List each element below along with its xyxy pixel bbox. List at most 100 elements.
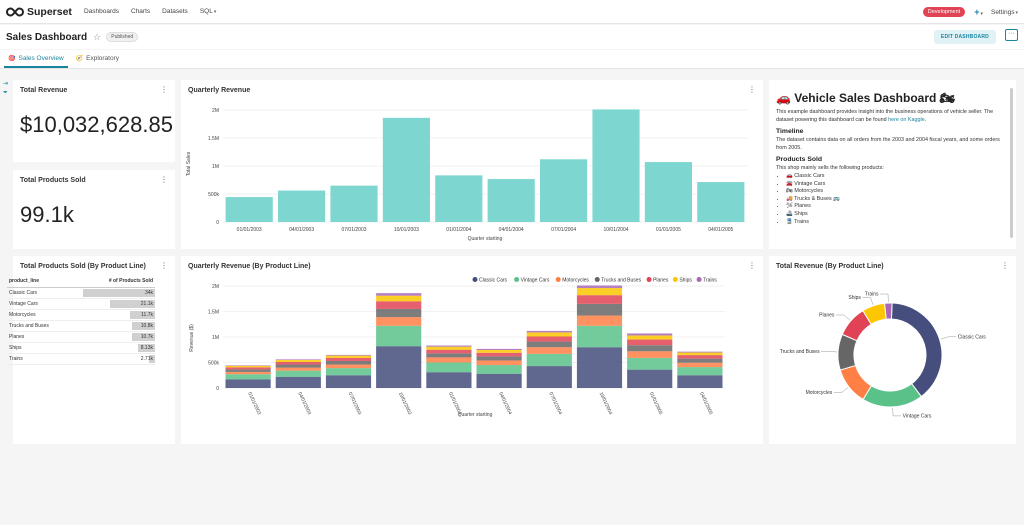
bar-segment[interactable] xyxy=(576,325,623,348)
bar-segment[interactable] xyxy=(225,369,271,372)
bar-segment[interactable] xyxy=(677,352,723,356)
bar-segment[interactable] xyxy=(476,350,522,353)
legend-label[interactable]: Trucks and Buses xyxy=(601,277,641,283)
bar-segment[interactable] xyxy=(526,366,572,388)
bar-segment[interactable] xyxy=(376,308,422,318)
bar-segment[interactable] xyxy=(576,347,623,388)
bar[interactable] xyxy=(644,162,692,222)
legend-label[interactable]: Ships xyxy=(679,277,692,283)
bar-segment[interactable] xyxy=(526,341,572,348)
bar-segment[interactable] xyxy=(677,362,723,368)
bar-segment[interactable] xyxy=(426,357,472,363)
settings-menu[interactable]: Settings▾ xyxy=(991,9,1018,16)
filter-icon[interactable]: ⏷ xyxy=(3,90,8,96)
bar[interactable] xyxy=(540,159,588,222)
bar-segment[interactable] xyxy=(325,375,372,388)
favorite-star-icon[interactable]: ☆ xyxy=(93,31,102,42)
bar-segment[interactable] xyxy=(677,375,723,388)
bar-segment[interactable] xyxy=(225,379,271,388)
bar-segment[interactable] xyxy=(426,372,472,388)
column-header-product-line[interactable]: product_line xyxy=(7,276,83,288)
legend-label[interactable]: Motorcycles xyxy=(562,277,589,283)
bar-segment[interactable] xyxy=(325,357,372,361)
bar-segment[interactable] xyxy=(627,339,673,346)
bar-segment[interactable] xyxy=(476,352,522,357)
legend-marker[interactable] xyxy=(672,277,678,282)
column-header-products-sold[interactable]: # of Products Sold xyxy=(83,276,155,288)
bar-segment[interactable] xyxy=(526,336,572,342)
table-row[interactable]: Vintage Cars 21.1k xyxy=(7,298,155,310)
bar-segment[interactable] xyxy=(476,373,522,388)
bar-segment[interactable] xyxy=(627,345,673,352)
bar[interactable] xyxy=(382,117,430,222)
bar-segment[interactable] xyxy=(376,301,422,309)
bar-segment[interactable] xyxy=(275,370,321,377)
bar-segment[interactable] xyxy=(325,355,372,358)
pie-slice[interactable] xyxy=(890,302,943,398)
published-badge[interactable]: Published xyxy=(106,32,139,42)
bar-segment[interactable] xyxy=(376,295,422,302)
bar-segment[interactable] xyxy=(426,349,472,354)
bar-segment[interactable] xyxy=(576,315,623,326)
legend-label[interactable]: Vintage Cars xyxy=(521,277,550,283)
pie-slice[interactable] xyxy=(862,383,923,408)
bar-segment[interactable] xyxy=(526,332,572,337)
bar-segment[interactable] xyxy=(526,330,572,333)
bar-segment[interactable] xyxy=(225,367,271,370)
nav-dashboards[interactable]: Dashboards xyxy=(83,8,119,15)
tab-sales-overview[interactable]: 🎯 Sales Overview xyxy=(4,55,68,68)
legend-label[interactable]: Planes xyxy=(653,277,669,283)
bar[interactable] xyxy=(278,190,326,222)
bar-segment[interactable] xyxy=(576,303,623,316)
bar-segment[interactable] xyxy=(275,376,321,388)
tab-exploratory[interactable]: 🧭 Exploratory xyxy=(72,55,123,68)
bar-segment[interactable] xyxy=(275,359,321,360)
table-row[interactable]: Trucks and Buses 10.8k xyxy=(7,320,155,332)
bar-segment[interactable] xyxy=(627,333,673,336)
bar-segment[interactable] xyxy=(476,356,522,361)
bar-segment[interactable] xyxy=(376,317,422,326)
legend-marker[interactable] xyxy=(696,277,702,282)
more-vertical-icon[interactable]: ⋮ xyxy=(160,85,168,94)
bar[interactable] xyxy=(592,109,640,222)
bar-segment[interactable] xyxy=(376,293,422,296)
bar-segment[interactable] xyxy=(526,347,572,354)
table-row[interactable]: Motorcycles 11.7k xyxy=(7,309,155,321)
legend-marker[interactable] xyxy=(594,277,600,282)
more-vertical-icon[interactable]: ⋮ xyxy=(748,261,756,270)
bar-segment[interactable] xyxy=(627,351,673,358)
more-vertical-icon[interactable]: ⋮ xyxy=(160,261,168,270)
bar-segment[interactable] xyxy=(677,355,723,359)
legend-label[interactable]: Trains xyxy=(703,277,717,283)
bar-segment[interactable] xyxy=(426,353,472,358)
bar-segment[interactable] xyxy=(476,360,522,366)
bar-segment[interactable] xyxy=(376,325,422,347)
legend-marker[interactable] xyxy=(472,277,478,282)
kaggle-link[interactable]: here on Kaggle xyxy=(888,116,925,123)
nav-datasets[interactable]: Datasets xyxy=(162,8,188,15)
bar-segment[interactable] xyxy=(225,374,271,380)
bar-segment[interactable] xyxy=(526,353,572,367)
dashboard-title[interactable]: Sales Dashboard xyxy=(6,31,88,43)
bar-segment[interactable] xyxy=(325,354,372,356)
bar-segment[interactable] xyxy=(576,285,623,289)
edit-dashboard-button[interactable]: EDIT DASHBOARD xyxy=(933,30,996,44)
bar-segment[interactable] xyxy=(476,348,522,351)
pie-slice[interactable] xyxy=(884,302,893,320)
bar-segment[interactable] xyxy=(627,369,673,388)
bar-segment[interactable] xyxy=(225,365,271,366)
nav-sql[interactable]: SQL▾ xyxy=(200,8,217,15)
bar-segment[interactable] xyxy=(275,361,321,365)
table-row[interactable]: Trains 2.71k xyxy=(7,353,155,365)
table-row[interactable]: Classic Cars 34k xyxy=(7,287,155,299)
more-options-button[interactable]: ··· xyxy=(1005,29,1018,41)
bar-segment[interactable] xyxy=(325,364,372,369)
more-vertical-icon[interactable]: ⋮ xyxy=(748,85,756,94)
expand-panel-icon[interactable]: ⇥ xyxy=(3,81,9,87)
pie-slice[interactable] xyxy=(839,364,873,401)
bar-segment[interactable] xyxy=(275,359,321,362)
bar[interactable] xyxy=(435,175,483,222)
bar-segment[interactable] xyxy=(275,367,321,371)
table-row[interactable]: Ships 8.13k xyxy=(7,342,155,354)
legend-marker[interactable] xyxy=(646,277,652,282)
